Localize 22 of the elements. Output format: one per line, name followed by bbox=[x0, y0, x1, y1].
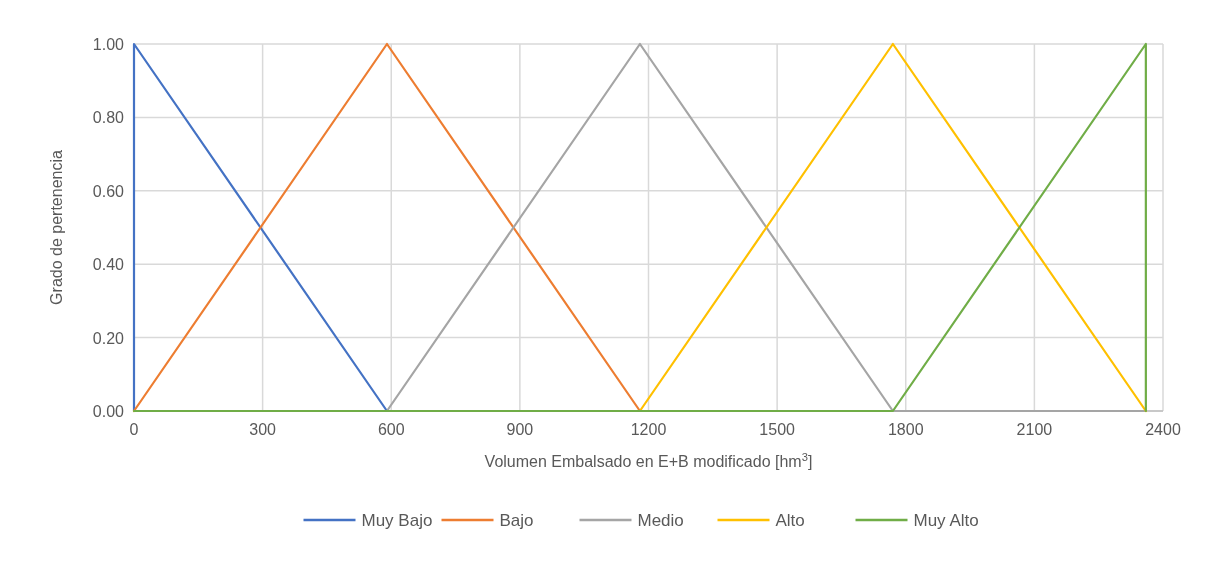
y-tick-label: 1.00 bbox=[92, 36, 125, 53]
legend-label: Muy Bajo bbox=[361, 511, 433, 530]
y-tick-label: 0.60 bbox=[92, 182, 125, 200]
y-tick-label: 0.80 bbox=[92, 109, 125, 127]
x-tick-label: 0 bbox=[129, 421, 139, 438]
y-tick-label: 0.40 bbox=[92, 256, 125, 274]
legend-label: Alto bbox=[775, 511, 805, 530]
x-tick-label: 1200 bbox=[630, 421, 667, 438]
x-tick-label: 600 bbox=[377, 421, 405, 438]
x-tick-label: 1800 bbox=[887, 421, 924, 438]
x-tick-label: 300 bbox=[249, 421, 277, 438]
legend-label: Medio bbox=[637, 511, 684, 530]
legend-label: Bajo bbox=[499, 511, 534, 530]
x-tick-label: 2400 bbox=[1145, 421, 1181, 438]
y-axis-title: Grado de pertenencia bbox=[48, 150, 65, 305]
x-tick-label: 2100 bbox=[1016, 421, 1053, 438]
y-tick-label: 0.00 bbox=[92, 403, 125, 420]
y-tick-label: 0.20 bbox=[92, 329, 125, 347]
x-axis-title: Volumen Embalsado en E+B modificado [hm$^{3}$] bbox=[484, 451, 813, 470]
x-tick-label: 900 bbox=[506, 421, 534, 438]
legend-label: Muy Alto bbox=[913, 511, 979, 530]
x-tick-label: 1500 bbox=[759, 421, 796, 438]
